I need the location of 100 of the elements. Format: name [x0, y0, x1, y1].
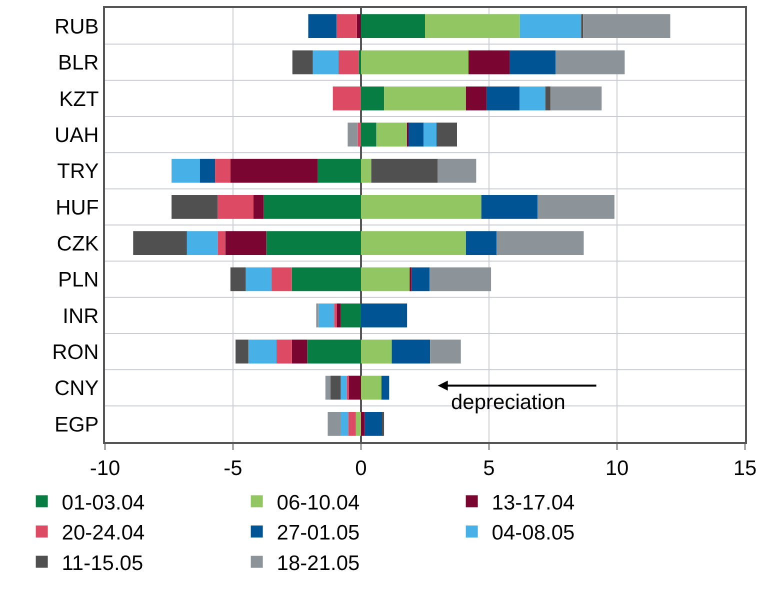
bar [292, 267, 361, 292]
bar [316, 303, 319, 328]
y-tick-label: CNY [54, 377, 99, 400]
legend-label: 20-24.04 [62, 522, 146, 545]
x-tick-label: 15 [733, 457, 757, 480]
bar [412, 267, 430, 292]
bar [340, 412, 348, 436]
bar [230, 267, 246, 292]
bar [556, 50, 625, 74]
y-tick-label: UAH [54, 124, 99, 147]
bar [436, 122, 457, 147]
bar [236, 340, 248, 364]
x-tick-label: 0 [355, 457, 367, 480]
bar [312, 50, 338, 74]
bar [338, 50, 359, 74]
bar [332, 86, 361, 110]
legend-label: 11-15.05 [62, 552, 144, 575]
bar [425, 14, 520, 38]
bar [408, 122, 424, 147]
bar [361, 376, 382, 400]
bar [348, 122, 358, 147]
bar [550, 86, 602, 110]
bar [361, 158, 372, 183]
bar [468, 50, 510, 74]
bar [486, 86, 520, 110]
y-tick-label: INR [62, 304, 99, 328]
y-tick-label: KZT [59, 88, 99, 111]
y-tick-label: CZK [56, 232, 99, 256]
bar [356, 14, 361, 38]
bar [361, 14, 425, 38]
bar [424, 122, 437, 147]
bar [361, 231, 466, 256]
bar [361, 86, 384, 110]
bar [218, 231, 226, 256]
bar [361, 412, 365, 436]
bar [520, 86, 546, 110]
y-tick-label: PLN [58, 268, 99, 292]
bar [361, 122, 376, 147]
bar [225, 231, 266, 256]
bar [218, 194, 254, 219]
bar [276, 340, 292, 364]
bar [430, 340, 461, 364]
bar [364, 412, 383, 436]
bar [200, 158, 216, 183]
x-tick-label: 10 [605, 457, 629, 480]
bar [430, 267, 492, 292]
bar [384, 86, 466, 110]
bar [438, 158, 476, 183]
bar [520, 14, 582, 38]
bar [318, 303, 334, 328]
bar [583, 14, 670, 38]
bar [361, 340, 392, 364]
legend-label: 04-08.05 [492, 522, 575, 545]
bar [538, 194, 614, 219]
bar [361, 303, 408, 328]
bar [509, 50, 556, 74]
bar [466, 86, 486, 110]
y-tick-label: BLR [58, 52, 99, 75]
bar [230, 158, 318, 183]
bar [340, 376, 347, 400]
bar [376, 122, 408, 147]
bar [361, 50, 469, 74]
bar [334, 303, 337, 328]
legend-label: 01-03.04 [62, 491, 146, 514]
y-tick-label: RON [52, 340, 99, 364]
x-tick-label: -10 [90, 457, 120, 480]
bar [392, 340, 430, 364]
y-tick-label: TRY [57, 160, 99, 184]
bar [133, 231, 187, 256]
bar [186, 231, 218, 256]
y-tick-label: EGP [54, 413, 99, 436]
bar [308, 14, 336, 38]
x-tick-label: -5 [224, 457, 242, 480]
legend-label: 27-01.05 [276, 522, 360, 545]
bar [481, 194, 538, 219]
bar [340, 303, 361, 328]
bar [358, 122, 361, 147]
legend-label: 13-17.04 [492, 491, 576, 514]
bar [348, 412, 356, 436]
bar [215, 158, 230, 183]
y-tick-label: RUB [54, 15, 99, 38]
bar [466, 231, 497, 256]
bar [361, 194, 482, 219]
bar [317, 158, 361, 183]
bar [328, 412, 341, 436]
bar [381, 376, 390, 400]
bar [172, 194, 218, 219]
bar [307, 340, 361, 364]
legend-label: 18-21.05 [276, 552, 360, 575]
legend-label: 06-10.04 [276, 491, 360, 514]
bar [336, 303, 341, 328]
y-tick-label: HUF [56, 196, 99, 220]
bar [361, 267, 410, 292]
bar [246, 267, 272, 292]
bar [325, 376, 331, 400]
bar [371, 158, 438, 183]
bar [330, 376, 341, 400]
annotation: depreciation [451, 391, 566, 414]
bar [496, 231, 584, 256]
bar [266, 231, 361, 256]
